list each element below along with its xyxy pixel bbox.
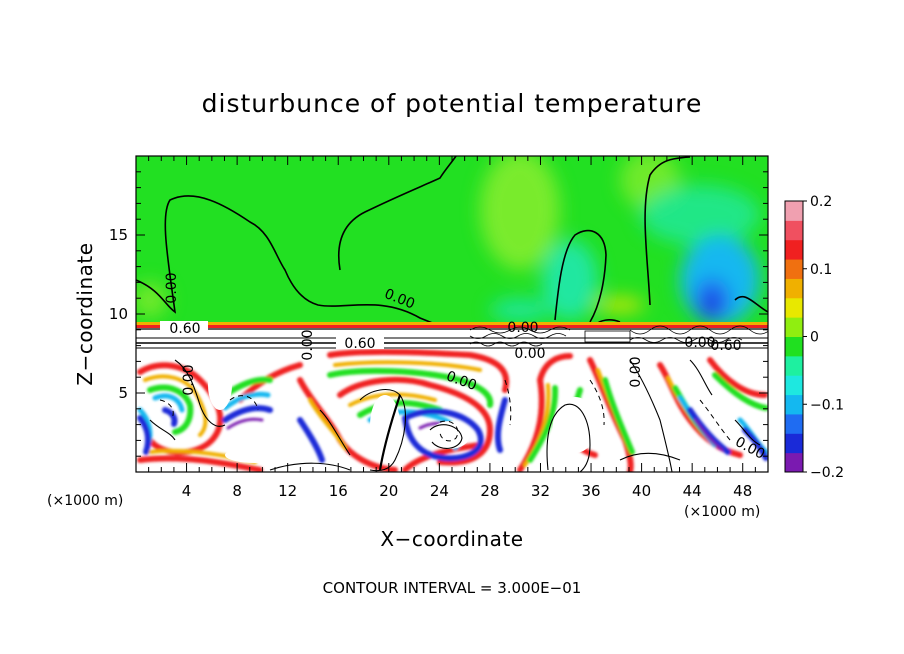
contour-label: 0.00 — [164, 272, 180, 303]
x-tick-label: 28 — [480, 482, 499, 500]
x-tick-label: 16 — [329, 482, 348, 500]
colorbar-cell — [785, 239, 803, 260]
contour-labels: 0.00 0.00 0.60 0.60 0.00 0.00 0.00 0.00 … — [160, 272, 767, 463]
colorbar-cell — [785, 433, 803, 454]
x-tick-label: 48 — [733, 482, 752, 500]
colorbar-cell — [785, 355, 803, 376]
y-tick-label: 10 — [109, 305, 128, 323]
colorbar-tick-label: −0.2 — [810, 465, 844, 481]
contour-label: 0.60 — [710, 338, 741, 354]
x-axis-label: X−coordinate — [380, 527, 523, 551]
contour-label: 0.60 — [169, 321, 200, 337]
colorbar-cell — [785, 317, 803, 337]
colorbar-cell — [785, 220, 803, 241]
colorbar-cell — [785, 394, 803, 415]
x-unit-right: (×1000 m) — [684, 504, 760, 520]
contour-label: 0.00 — [628, 356, 644, 387]
plot-area — [136, 156, 768, 472]
x-tick-label: 12 — [278, 482, 297, 500]
y-tick-label: 15 — [109, 226, 128, 244]
colorbar-tick-label: 0.1 — [810, 262, 832, 278]
colorbar-cell — [785, 452, 803, 473]
contour-label: 0.60 — [344, 336, 375, 352]
x-tick-label: 36 — [581, 482, 600, 500]
x-tick-label: 44 — [683, 482, 702, 500]
colorbar-tick-label: −0.1 — [810, 397, 844, 413]
x-tick-label: 4 — [182, 482, 192, 500]
colorbar-cell — [785, 278, 803, 299]
x-tick-label: 24 — [430, 482, 449, 500]
contour-interval-note: CONTOUR INTERVAL = 3.000E−01 — [323, 579, 582, 597]
x-unit-left: (×1000 m) — [47, 493, 123, 509]
x-tick-label: 8 — [232, 482, 242, 500]
chart-title: disturbunce of potential temperature — [202, 89, 703, 118]
contour-label: 0.00 — [684, 335, 715, 351]
x-tick-label: 20 — [379, 482, 398, 500]
colorbar-cell — [785, 336, 803, 357]
contour-label: 0.00 — [181, 364, 197, 395]
colorbar-cell — [785, 297, 803, 318]
x-tick-label: 32 — [531, 482, 550, 500]
y-axis-label: Z−coordinate — [73, 242, 97, 385]
colorbar-cell — [785, 375, 803, 396]
contour-label: 0.00 — [507, 320, 538, 336]
colorbar-ticks: 0.2 0.1 0 −0.1 −0.2 — [803, 194, 844, 481]
contour-label: 0.00 — [300, 329, 316, 360]
colorbar-cell — [785, 413, 803, 434]
colorbar-tick-label: 0.2 — [810, 194, 832, 210]
colorbar-cell — [785, 259, 803, 279]
colorbar-tick-label: 0 — [810, 330, 819, 346]
colorbar-cell — [785, 201, 803, 221]
x-tick-label: 40 — [632, 482, 651, 500]
y-tick-label: 5 — [118, 384, 128, 402]
colorbar-cells — [785, 201, 803, 473]
contour-label: 0.00 — [514, 346, 545, 362]
colorbar: 0.2 0.1 0 −0.1 −0.2 — [784, 194, 844, 481]
